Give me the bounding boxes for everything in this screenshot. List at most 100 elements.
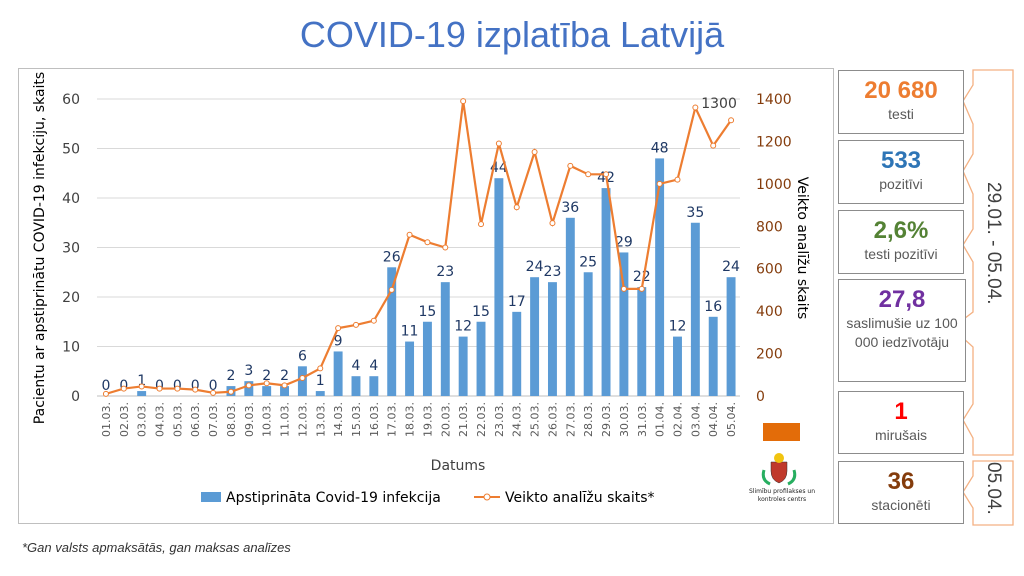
page-title: COVID-19 izplatība Latvijā bbox=[299, 14, 725, 55]
bar bbox=[422, 321, 432, 396]
y2-tick-label: 600 bbox=[756, 262, 783, 278]
bar-data-label: 2 bbox=[226, 368, 235, 384]
line-point bbox=[674, 176, 681, 183]
bar bbox=[530, 277, 540, 396]
bar bbox=[280, 386, 290, 396]
legend-swatch-bars bbox=[201, 492, 221, 502]
y-axis-title: Pacientu ar apstiprinātu COVID-19 infekc… bbox=[32, 72, 48, 424]
bar bbox=[708, 316, 718, 396]
bar bbox=[494, 178, 504, 396]
y2-tick-label: 200 bbox=[756, 347, 783, 363]
bar-data-label: 2 bbox=[280, 368, 289, 384]
x-tick-label: 06.03. bbox=[189, 402, 202, 437]
oak-branches-icon bbox=[761, 469, 797, 486]
x-tick-label: 04.03. bbox=[154, 402, 167, 437]
footnote: *Gan valsts apmaksātās, gan maksas analī… bbox=[22, 540, 291, 555]
x-tick-label: 03.04. bbox=[689, 402, 702, 437]
stat-value: 2,6% bbox=[873, 217, 929, 244]
bar bbox=[369, 376, 379, 396]
bar-data-label: 22 bbox=[633, 269, 651, 285]
line-point bbox=[210, 389, 217, 396]
x-tick-label: 17.03. bbox=[386, 402, 399, 437]
line-point bbox=[281, 382, 288, 389]
x-tick-label: 27.03. bbox=[564, 402, 577, 437]
bar bbox=[458, 336, 468, 396]
line-point bbox=[370, 317, 377, 324]
legend-label-bars: Apstiprināta Covid-19 infekcija bbox=[226, 490, 441, 506]
x-tick-label: 11.03. bbox=[279, 402, 292, 437]
bar bbox=[440, 282, 450, 396]
y2-tick-label: 0 bbox=[756, 389, 765, 405]
line-point bbox=[603, 171, 610, 178]
bar-data-label: 23 bbox=[436, 264, 454, 280]
x-tick-label: 23.03. bbox=[493, 402, 506, 437]
bar-data-label: 6 bbox=[298, 348, 307, 364]
x-tick-label: 05.04. bbox=[725, 402, 738, 437]
stat-value: 27,8 bbox=[878, 286, 926, 313]
line-point bbox=[352, 321, 359, 328]
coat-of-arms-icon bbox=[770, 461, 788, 484]
bar-data-label: 0 bbox=[191, 378, 200, 394]
x-tick-label: 31.03. bbox=[636, 402, 649, 437]
bar bbox=[601, 188, 611, 396]
stat-label: testi bbox=[888, 106, 914, 122]
bar-data-label: 35 bbox=[686, 205, 704, 221]
legend-swatch-marker bbox=[483, 493, 491, 501]
x-axis-title: Datums bbox=[431, 458, 486, 474]
x-tick-label: 02.03. bbox=[118, 402, 131, 437]
line-point bbox=[638, 285, 645, 292]
x-tick-label: 12.03. bbox=[296, 402, 309, 437]
bar-data-label: 0 bbox=[209, 378, 218, 394]
bar-data-label: 15 bbox=[419, 304, 437, 320]
x-tick-label: 24.03. bbox=[511, 402, 524, 437]
bar-data-label: 36 bbox=[561, 200, 579, 216]
x-tick-label: 03.03. bbox=[136, 402, 149, 437]
line-point bbox=[388, 286, 395, 293]
y2-axis-title: Veikto analīžu skaits bbox=[794, 177, 810, 320]
x-tick-label: 04.04. bbox=[707, 402, 720, 437]
bar bbox=[262, 386, 272, 396]
stat-label: saslimušie uz 100 000 iedzīvotāju bbox=[846, 315, 958, 350]
bar bbox=[297, 366, 307, 396]
y2-tick-label: 1400 bbox=[756, 92, 792, 108]
bar-data-label: 23 bbox=[544, 264, 562, 280]
x-tick-label: 13.03. bbox=[314, 402, 327, 437]
bar-data-label: 2 bbox=[262, 368, 271, 384]
bar-data-label: 16 bbox=[704, 299, 722, 315]
line-point bbox=[478, 221, 485, 228]
bar bbox=[547, 282, 557, 396]
logo-caption: Slimību profilakses un kontroles centrs bbox=[748, 488, 816, 503]
bar bbox=[726, 277, 736, 396]
y-tick-label: 40 bbox=[62, 191, 80, 207]
bar-data-label: 25 bbox=[579, 254, 597, 270]
line-point bbox=[406, 231, 413, 238]
line-point bbox=[156, 385, 163, 392]
date-bracket bbox=[962, 460, 1014, 526]
y2-tick-label: 1200 bbox=[756, 134, 792, 150]
bar-data-label: 4 bbox=[352, 358, 361, 374]
stat-hospitalized: 36 stacionēti bbox=[838, 461, 964, 524]
line-point bbox=[120, 385, 127, 392]
line-point bbox=[138, 383, 145, 390]
line-point bbox=[102, 390, 109, 397]
x-tick-label: 14.03. bbox=[332, 402, 345, 437]
x-tick-label: 05.03. bbox=[171, 402, 184, 437]
bar-data-label: 24 bbox=[526, 259, 544, 275]
line-point bbox=[585, 171, 592, 178]
stat-value: 533 bbox=[880, 147, 922, 174]
line-point bbox=[299, 374, 306, 381]
bar bbox=[690, 222, 700, 396]
x-tick-label: 07.03. bbox=[207, 402, 220, 437]
line-point bbox=[227, 388, 234, 395]
bar bbox=[333, 351, 343, 396]
line-data-label: 1300 bbox=[701, 96, 737, 112]
line-point bbox=[335, 325, 342, 332]
line-point bbox=[710, 142, 717, 149]
line-point bbox=[192, 386, 199, 393]
stat-per-100k: 27,8 saslimušie uz 100 000 iedzīvotāju bbox=[838, 279, 966, 382]
bar-data-label: 15 bbox=[472, 304, 490, 320]
line-point bbox=[424, 239, 431, 246]
stat-label: testi pozitīvi bbox=[864, 246, 938, 262]
y2-tick-label: 800 bbox=[756, 219, 783, 235]
